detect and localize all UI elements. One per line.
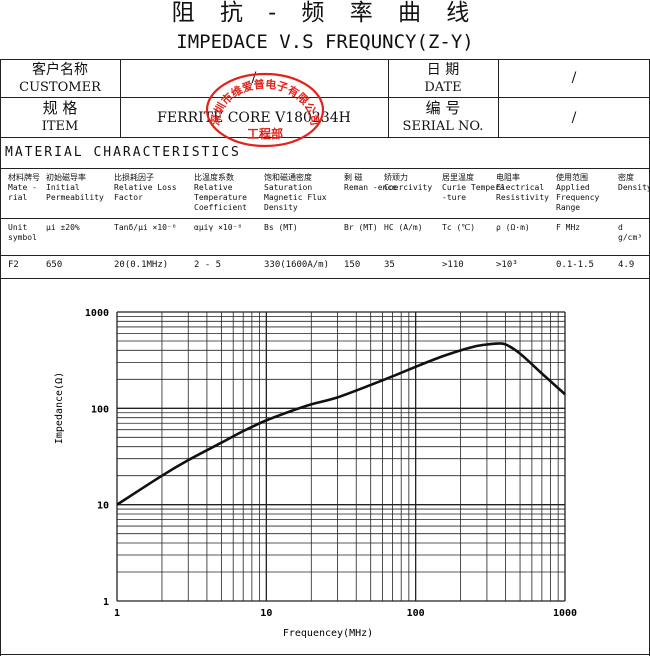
column-header-cn: 材料牌号 — [8, 173, 40, 182]
column-unit: αμiγ ×10⁻⁶ — [194, 223, 243, 232]
x-tick-label: 1 — [114, 608, 120, 619]
serial-value: / — [571, 110, 577, 126]
chart-grid — [116, 311, 566, 602]
column-header-cn: 比温度系数 — [194, 173, 234, 182]
y-axis-label: Impedance(Ω) — [54, 372, 65, 444]
title-chinese: 阻 抗 - 频 率 曲 线 — [171, 0, 479, 26]
company-seal: 深圳市维爱普电子有限公司 工程部 — [205, 72, 325, 148]
customer-value: / — [251, 70, 257, 86]
column-unit: ρ (Ω·m) — [496, 223, 530, 232]
title-english: IMPEDACE V.S FREQUNCY(Z-Y) — [176, 31, 474, 53]
column-header-en: Applied Frequency Range — [556, 183, 600, 212]
y-tick-label: 1 — [103, 597, 109, 608]
x-tick-label: 1000 — [553, 608, 577, 619]
column-header-cn: 饱和磁通密度 — [264, 173, 312, 182]
column-header-cn: 电阻率 — [496, 173, 520, 182]
column-header-cn: 密度 — [618, 173, 634, 182]
column-header-en: Curie Tempera -ture — [442, 183, 505, 202]
column-header-cn: 初始磁导率 — [46, 173, 86, 182]
seal-dept-text: 工程部 — [247, 126, 283, 141]
column-value: 330(1600A/m) — [264, 260, 330, 270]
x-tick-label: 100 — [407, 608, 425, 619]
column-unit: Br (MT) — [344, 223, 378, 232]
column-unit: Tc (℃) — [442, 223, 476, 232]
column-unit: Bs (MT) — [264, 223, 298, 232]
column-unit: F MHz — [556, 223, 581, 232]
column-header-cn: 居里温度 — [442, 173, 474, 182]
column-value: >110 — [442, 260, 464, 270]
material-title: MATERIAL CHARACTERISTICS — [5, 145, 241, 160]
column-header-cn: 比损耗因子 — [114, 173, 154, 182]
date-label-cn: 日 期 — [426, 62, 460, 78]
column-value: 20(0.1MHz) — [114, 260, 169, 270]
y-tick-label: 10 — [97, 501, 109, 512]
column-unit: Tanδ/μi ×10⁻⁶ — [114, 223, 177, 232]
date-label-en: DATE — [424, 80, 462, 95]
column-value: F2 — [8, 260, 19, 270]
column-header-en: Density — [618, 183, 650, 192]
item-label-cn: 规 格 — [42, 99, 78, 117]
item-value: FERRITE CORE V180234H — [157, 110, 351, 126]
column-value: 150 — [344, 260, 361, 270]
column-value: 2 - 5 — [194, 260, 222, 270]
column-header-cn: 矫顽力 — [384, 173, 408, 182]
column-header-en: Initial Permeability — [46, 183, 104, 202]
column-value: 35 — [384, 260, 395, 270]
column-unit: Unit symbol — [8, 223, 37, 242]
column-unit: μi ±20% — [46, 223, 80, 232]
column-value: 650 — [46, 260, 63, 270]
x-axis-label: Frequencey(MHz) — [283, 628, 373, 639]
column-header-en: Relative Temperature Coefficient — [194, 183, 247, 212]
serial-label-cn: 编 号 — [425, 99, 461, 117]
x-tick-label: 10 — [260, 608, 272, 619]
item-label-en: ITEM — [41, 119, 79, 134]
column-value: >10³ — [496, 260, 518, 270]
date-value: / — [571, 70, 577, 86]
column-value: 4.9 — [618, 260, 635, 270]
serial-label-en: SERIAL NO. — [402, 119, 484, 134]
column-unit: HC (A/m) — [384, 223, 423, 232]
column-value: 0.1-1.5 — [556, 260, 594, 270]
customer-label-cn: 客户名称 — [32, 62, 88, 78]
column-header-en: Mate -rial — [8, 183, 37, 202]
column-header-cn: 剩 磁 — [344, 173, 363, 182]
column-unit: d g/cm³ — [618, 223, 643, 242]
y-tick-label: 1000 — [85, 308, 109, 319]
column-header-cn: 使用范围 — [556, 173, 588, 182]
column-header-en: Coercivity — [384, 183, 433, 192]
impedance-chart: 1 10 100 1000 1 10 100 1000 Frequencey(MHz) Imp… — [54, 308, 577, 639]
column-header-en: Saturation Magnetic Flux Density — [264, 183, 327, 212]
column-header-en: Relative Loss Factor — [114, 183, 177, 202]
chart-ticks: 1 10 100 1000 1 10 100 1000 — [85, 308, 577, 619]
column-header-en: Reman -ence — [344, 183, 397, 192]
customer-label-en: CUSTOMER — [19, 80, 101, 95]
y-tick-label: 100 — [91, 404, 109, 415]
impedance-curve — [116, 342, 566, 506]
column-header-en: Electrical Resistivity — [496, 183, 549, 202]
